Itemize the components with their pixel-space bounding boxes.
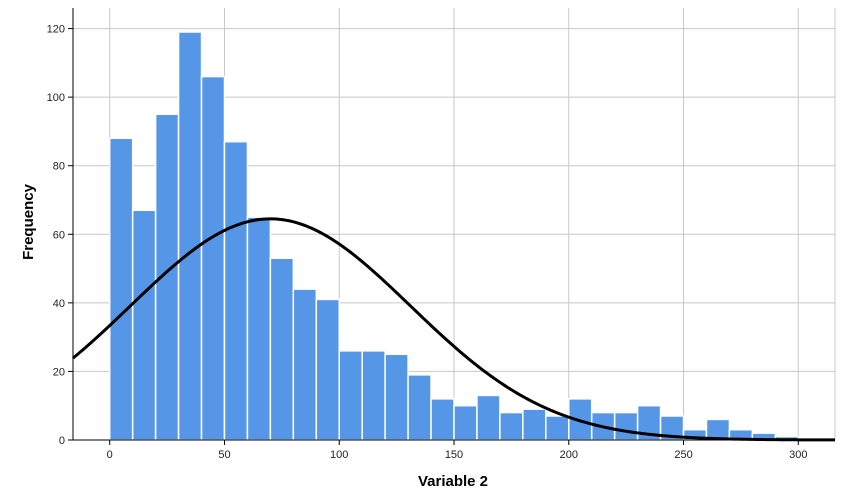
- x-tick-label: 200: [560, 449, 578, 461]
- histogram-bar: [338, 350, 363, 441]
- histogram-bar: [200, 75, 226, 441]
- y-tick-label: 80: [53, 161, 65, 173]
- histogram-bar: [522, 408, 547, 441]
- histogram-bar: [108, 137, 134, 441]
- curve-layer: [72, 217, 835, 442]
- histogram-bar: [430, 398, 455, 441]
- x-tick-label: 100: [330, 449, 348, 461]
- histogram-bar: [292, 288, 318, 441]
- histogram-bar: [246, 216, 272, 441]
- x-tick-label: 250: [674, 449, 692, 461]
- histogram-bar: [384, 353, 409, 441]
- x-tick-label: 300: [789, 449, 807, 461]
- y-tick-label: 20: [53, 366, 65, 378]
- histogram-bar: [177, 31, 203, 441]
- histogram-bar: [315, 298, 340, 441]
- x-tick-label: 150: [445, 449, 463, 461]
- y-axis-title: Frequency: [20, 183, 37, 260]
- normal-curve-line: [72, 217, 835, 442]
- axes-layer: 0 20 40 60 80 100 120 0 50 100 150 200 250 300: [47, 8, 835, 461]
- y-tick-label: 40: [53, 298, 65, 310]
- x-axis-title: Variable 2: [418, 473, 488, 490]
- histogram-bar: [131, 209, 157, 441]
- y-tick-label: 120: [47, 24, 65, 36]
- histogram-bar: [361, 350, 386, 441]
- histogram-bar: [269, 257, 295, 441]
- histogram-bar: [453, 404, 478, 441]
- histogram-bar: [476, 394, 501, 441]
- histogram-bar: [499, 411, 524, 441]
- y-tick-label: 0: [59, 435, 65, 447]
- y-tick-label: 60: [53, 229, 65, 241]
- y-tick-label: 100: [47, 92, 65, 104]
- histogram-bar: [407, 374, 432, 441]
- x-tick-label: 50: [218, 449, 230, 461]
- histogram-bar: [613, 411, 639, 441]
- x-tick-label: 0: [107, 449, 113, 461]
- histogram-bar: [223, 140, 249, 441]
- histogram-bar: [545, 415, 570, 441]
